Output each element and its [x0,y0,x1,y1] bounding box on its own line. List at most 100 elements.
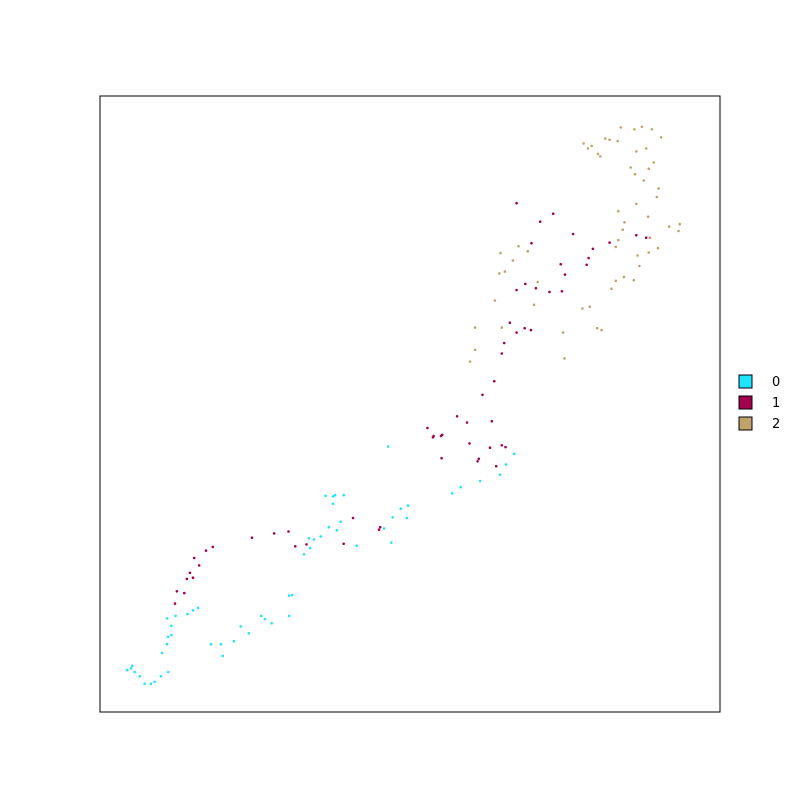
point-series-2-30 [648,236,652,239]
point-series-1-0 [173,602,177,605]
point-series-1-27 [476,460,479,463]
point-series-0-4 [138,675,141,678]
point-series-2-53 [586,147,590,150]
point-series-1-43 [515,288,518,292]
point-series-1-7 [197,564,201,567]
point-series-1-26 [465,421,469,424]
point-series-2-25 [647,251,650,254]
point-series-0-0 [126,668,129,672]
point-series-0-10 [160,651,164,655]
point-series-0-19 [196,606,200,610]
point-series-0-35 [312,538,316,541]
point-series-1-9 [211,545,215,549]
point-series-0-13 [170,633,173,637]
point-series-2-13 [561,331,565,334]
legend-swatch-1 [738,395,753,410]
point-series-2-7 [503,270,507,273]
point-series-1-30 [488,446,492,450]
point-series-0-39 [339,520,342,523]
point-series-2-18 [588,305,592,309]
point-series-0-3 [133,670,136,674]
point-series-0-47 [382,527,386,530]
legend-label-2: 2 [772,417,780,432]
point-series-2-1 [473,348,477,352]
point-series-1-55 [587,256,590,260]
point-series-1-53 [551,212,555,215]
point-series-1-38 [502,341,506,345]
point-series-2-52 [590,144,593,148]
point-series-0-23 [232,639,236,643]
point-series-2-36 [635,202,638,206]
point-series-0-9 [166,670,170,674]
point-series-0-42 [333,493,337,497]
point-series-1-58 [608,241,611,244]
point-series-1-11 [272,532,276,535]
point-series-2-9 [517,245,520,248]
point-series-1-57 [591,247,595,251]
point-series-2-11 [532,303,536,307]
point-series-2-39 [657,187,660,190]
point-series-1-56 [571,232,575,236]
point-series-0-34 [307,537,311,540]
point-series-2-22 [632,278,636,282]
point-series-0-55 [498,473,502,477]
legend-swatch-0 [738,374,753,389]
point-series-0-1 [129,667,133,670]
point-series-2-23 [638,264,641,268]
point-series-1-46 [548,290,551,294]
point-series-2-33 [621,228,624,231]
point-series-1-29 [477,457,481,461]
point-series-0-2 [130,664,134,668]
point-series-1-8 [204,549,208,552]
point-series-0-45 [355,544,359,547]
point-series-1-39 [515,331,518,334]
point-series-0-18 [191,609,195,612]
point-series-1-21 [440,456,443,460]
point-series-0-7 [153,680,156,684]
point-series-0-50 [405,516,409,520]
point-series-2-54 [582,142,585,145]
point-series-2-58 [650,128,654,131]
point-series-0-8 [159,675,163,678]
point-series-2-2 [473,326,477,329]
point-series-2-35 [617,209,620,213]
point-series-2-45 [644,147,648,150]
point-series-2-38 [655,195,659,199]
point-series-1-49 [559,262,562,266]
point-series-1-25 [455,415,459,418]
legend: 0 1 2 [738,374,780,432]
point-series-1-44 [524,282,527,286]
point-series-1-35 [481,393,484,397]
point-series-1-22 [432,434,435,438]
point-series-2-44 [652,161,655,164]
point-series-0-31 [290,593,294,597]
point-series-1-4 [188,571,192,575]
point-series-1-48 [530,241,533,245]
point-series-2-32 [617,238,620,242]
legend-label-1: 1 [772,396,780,411]
point-series-0-33 [308,546,312,550]
point-series-0-22 [219,642,223,646]
point-series-2-56 [633,128,636,131]
point-series-0-15 [165,617,169,620]
point-series-2-29 [677,229,680,233]
point-series-0-38 [335,529,339,532]
point-series-1-41 [529,328,533,332]
point-series-0-51 [406,504,410,507]
point-series-2-59 [659,136,663,139]
point-series-1-10 [250,536,254,539]
point-series-1-33 [504,445,507,449]
point-series-0-12 [166,635,170,639]
point-series-0-25 [247,631,251,635]
point-series-0-56 [504,463,508,466]
point-series-2-37 [646,215,650,218]
point-series-1-37 [500,352,504,355]
point-series-0-6 [149,682,153,685]
point-series-2-46 [635,150,638,153]
point-series-0-21 [209,642,213,646]
point-series-1-16 [351,516,355,520]
point-series-0-44 [324,494,328,498]
point-series-1-45 [534,286,538,290]
point-series-0-32 [302,553,306,556]
point-series-2-17 [581,307,584,310]
